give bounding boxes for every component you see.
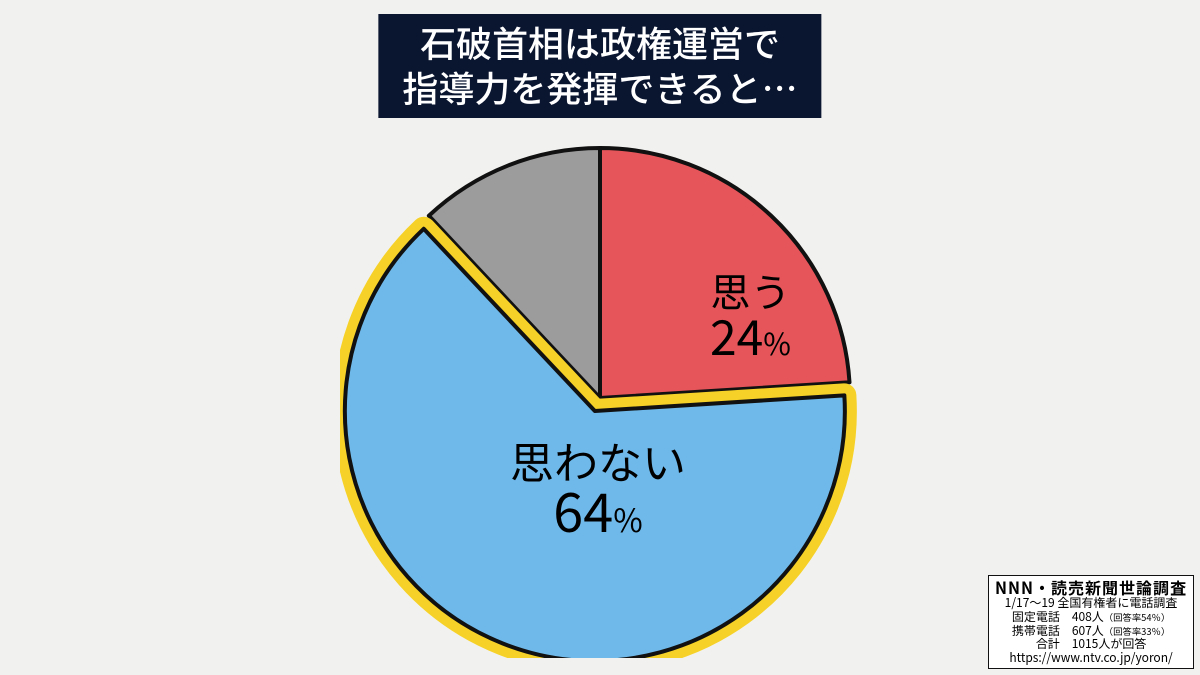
percent-unit: % <box>613 496 642 542</box>
pie-chart: 思う 24% 思わない 64% <box>340 138 860 658</box>
slice-label-yes: 思う 24% <box>710 270 791 358</box>
source-line5: https://www.ntv.co.jp/yoron/ <box>995 651 1187 665</box>
source-box: NNN・読売新聞世論調査 1/17～19 全国有権者に電話調査 固定電話 408… <box>988 575 1194 669</box>
chart-title: 石破首相は政権運営で 指導力を発揮できると… <box>378 14 821 118</box>
slice-label-no: 思わない 64% <box>510 438 686 536</box>
title-line2: 指導力を発揮できると… <box>402 61 797 113</box>
percent-unit: % <box>763 320 791 364</box>
stage: 石破首相は政権運営で 指導力を発揮できると… 思う 24% 思わない 64% N… <box>0 0 1200 675</box>
pie-svg <box>340 138 860 658</box>
slice-label-yes-pct: 24 <box>710 299 763 369</box>
slice-label-no-pct: 64 <box>553 469 613 548</box>
